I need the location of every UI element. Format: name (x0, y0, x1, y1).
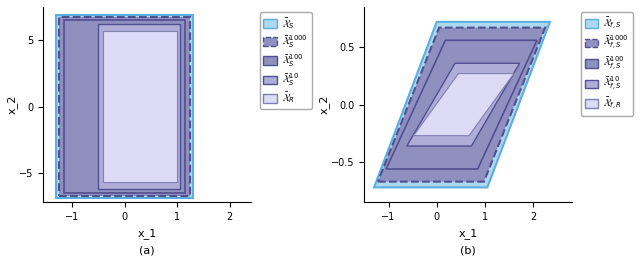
Legend: $\bar{\mathcal{X}}_S$, $\bar{\mathcal{X}}_S^{1000}$, $\bar{\mathcal{X}}_S^{100}$: $\bar{\mathcal{X}}_S$, $\bar{\mathcal{X}… (260, 12, 312, 109)
Polygon shape (378, 28, 545, 182)
Bar (102, 31, 177, 182)
Text: (a): (a) (139, 245, 155, 255)
X-axis label: x_1: x_1 (138, 228, 157, 238)
Polygon shape (386, 40, 537, 169)
Bar (65, 20, 185, 193)
Legend: $\bar{\mathcal{X}}_{f,S}$, $\bar{\mathcal{X}}_{f,S}^{1000}$, $\bar{\mathcal{X}}_: $\bar{\mathcal{X}}_{f,S}$, $\bar{\mathca… (580, 12, 633, 116)
Text: (b): (b) (460, 245, 476, 255)
Y-axis label: x_2: x_2 (319, 95, 330, 114)
Polygon shape (407, 63, 520, 146)
Y-axis label: x_2: x_2 (7, 95, 18, 114)
Bar (59, 17, 190, 196)
Polygon shape (374, 22, 550, 187)
Bar (56, 15, 193, 198)
X-axis label: x_1: x_1 (458, 228, 477, 238)
Polygon shape (413, 74, 514, 136)
Bar (99, 24, 180, 189)
